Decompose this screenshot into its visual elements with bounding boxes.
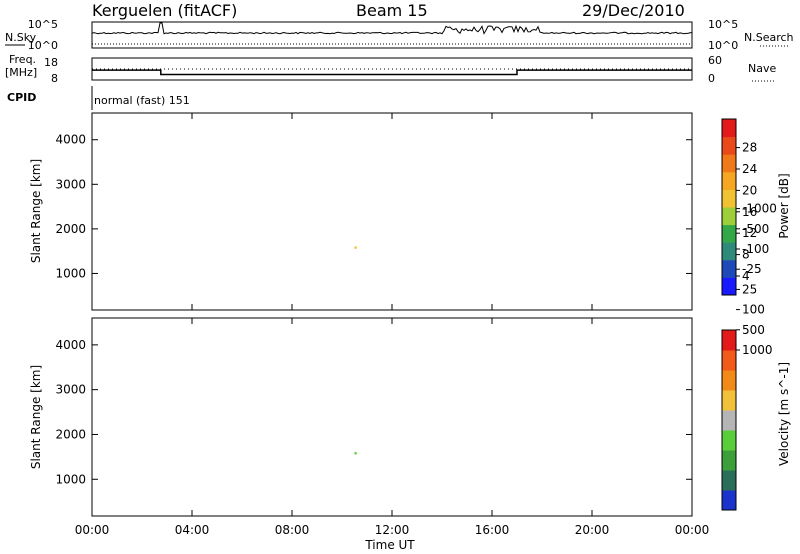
colorbar-segment [722, 370, 736, 391]
freq-label-1: Freq. [9, 53, 36, 66]
colorbar-segment [722, 242, 736, 261]
frequency-panel: Freq. [MHz] 18 8 60 0 Nave [5, 53, 776, 85]
colorbar-tick: 1000 [742, 343, 773, 357]
noise-left-tick-bottom: 10^0 [28, 39, 58, 52]
ytick-label: 2000 [55, 427, 86, 441]
colorbar-segment [722, 330, 736, 351]
cpid-value: normal (fast) 151 [94, 94, 190, 107]
ytick-label: 4000 [55, 133, 86, 147]
colorbar-tick: 8 [742, 248, 750, 262]
xtick-label: 20:00 [575, 523, 610, 537]
colorbar-tick: -500 [742, 222, 769, 236]
colorbar-tick: -100 [742, 242, 769, 256]
power-ylabel: Slant Range [km] [29, 159, 43, 263]
xtick-label: 16:00 [475, 523, 510, 537]
nave-label: Nave [748, 62, 776, 75]
colorbar-tick: 20 [742, 183, 757, 197]
power-colorbar: 4 8 12 16 20 24 28 [721, 118, 757, 296]
freq-left-tick-top: 18 [44, 56, 58, 69]
xtick-label: 00:00 [75, 523, 110, 537]
colorbar-segment [722, 410, 736, 431]
heatmap-cell [354, 452, 357, 455]
noise-frame [91, 21, 693, 49]
colorbar-segment [722, 277, 736, 296]
colorbar-segment [722, 171, 736, 190]
colorbar-segment [722, 350, 736, 371]
colorbar-tick: 25 [742, 282, 757, 296]
colorbar-tick: 500 [742, 323, 765, 337]
colorbar-segment [722, 490, 736, 511]
colorbar-segment [722, 207, 736, 226]
xtick-label: 12:00 [375, 523, 410, 537]
xtick-label: 08:00 [275, 523, 310, 537]
velocity-colorbar-label: Velocity [m s^-1] [777, 362, 791, 466]
noise-right-tick-top: 10^5 [708, 18, 738, 31]
freq-label-2: [MHz] [5, 66, 37, 79]
date-title: 29/Dec/2010 [582, 1, 685, 20]
ytick-label: 4000 [55, 338, 86, 352]
ytick-label: 1000 [55, 266, 86, 280]
colorbar-segment [722, 136, 736, 155]
noise-left-tick-top: 10^5 [28, 18, 58, 31]
cpid-label: CPID [7, 91, 36, 104]
ytick-label: 3000 [55, 383, 86, 397]
noise-right-tick-bottom: 10^0 [708, 39, 738, 52]
noise-panel: N.Sky 10^5 10^0 10^5 10^0 N.Search [5, 18, 794, 52]
freq-series [92, 69, 692, 76]
nave-right-tick-bottom: 0 [708, 72, 715, 85]
velocity-ylabel: Slant Range [km] [29, 365, 43, 469]
colorbar-segment [722, 259, 736, 278]
colorbar-tick: 16 [742, 205, 757, 219]
station-title: Kerguelen (fitACF) [92, 1, 237, 20]
velocity-panel: 1000 2000 3000 4000 00:00 04:00 08:00 12:00 16:… [29, 113, 791, 552]
nsky-series [91, 22, 693, 35]
colorbar-tick: 100 [742, 303, 765, 317]
colorbar-tick: 28 [742, 141, 757, 155]
beam-title: Beam 15 [356, 1, 428, 20]
nsky-label: N.Sky [5, 31, 37, 44]
ytick-label: 3000 [55, 177, 86, 191]
nsearch-label: N.Search [744, 31, 794, 44]
colorbar-segment [722, 450, 736, 471]
xtick-label: 00:00 [675, 523, 710, 537]
velocity-colorbar: 1000 500 100 25 -25 -100 -500 -1000 [721, 202, 777, 511]
freq-left-tick-bottom: 8 [51, 72, 58, 85]
ytick-label: 1000 [55, 472, 86, 486]
velocity-xlabel: Time UT [364, 538, 415, 552]
velocity-heatmap [354, 452, 357, 455]
heatmap-cell [354, 246, 357, 249]
colorbar-segment [722, 154, 736, 173]
colorbar-tick: 24 [742, 162, 757, 176]
colorbar-tick: 12 [742, 226, 757, 240]
xtick-label: 04:00 [175, 523, 210, 537]
colorbar-tick: 4 [742, 269, 750, 283]
nave-right-tick-top: 60 [708, 54, 722, 67]
colorbar-segment [722, 224, 736, 243]
power-panel: 1000 2000 3000 4000 Slant Range [km] 4 8 12 16… [29, 112, 791, 311]
colorbar-segment [722, 119, 736, 138]
colorbar-tick: -25 [742, 262, 762, 276]
colorbar-segment [722, 430, 736, 451]
colorbar-tick: -1000 [742, 202, 777, 216]
ytick-label: 2000 [55, 222, 86, 236]
power-colorbar-label: Power [dB] [777, 173, 791, 238]
colorbar-segment [722, 470, 736, 491]
colorbar-segment [722, 189, 736, 208]
colorbar-segment [722, 390, 736, 411]
power-heatmap [354, 246, 357, 249]
